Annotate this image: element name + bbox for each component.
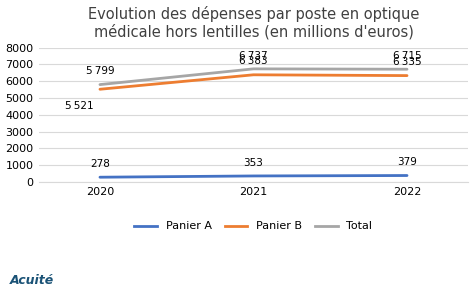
- Text: 6 715: 6 715: [393, 51, 421, 61]
- Text: 6 335: 6 335: [393, 57, 421, 67]
- Text: 379: 379: [397, 157, 417, 167]
- Text: 6 737: 6 737: [239, 50, 268, 61]
- Text: 353: 353: [244, 158, 264, 168]
- Text: 278: 278: [90, 159, 110, 169]
- Title: Evolution des dépenses par poste en optique
médicale hors lentilles (en millions: Evolution des dépenses par poste en opti…: [88, 6, 419, 39]
- Text: 6 383: 6 383: [239, 57, 268, 66]
- Text: 5 521: 5 521: [65, 102, 93, 111]
- Text: Acuité: Acuité: [9, 274, 54, 287]
- Legend: Panier A, Panier B, Total: Panier A, Panier B, Total: [130, 217, 377, 236]
- Text: 5 799: 5 799: [86, 66, 114, 76]
